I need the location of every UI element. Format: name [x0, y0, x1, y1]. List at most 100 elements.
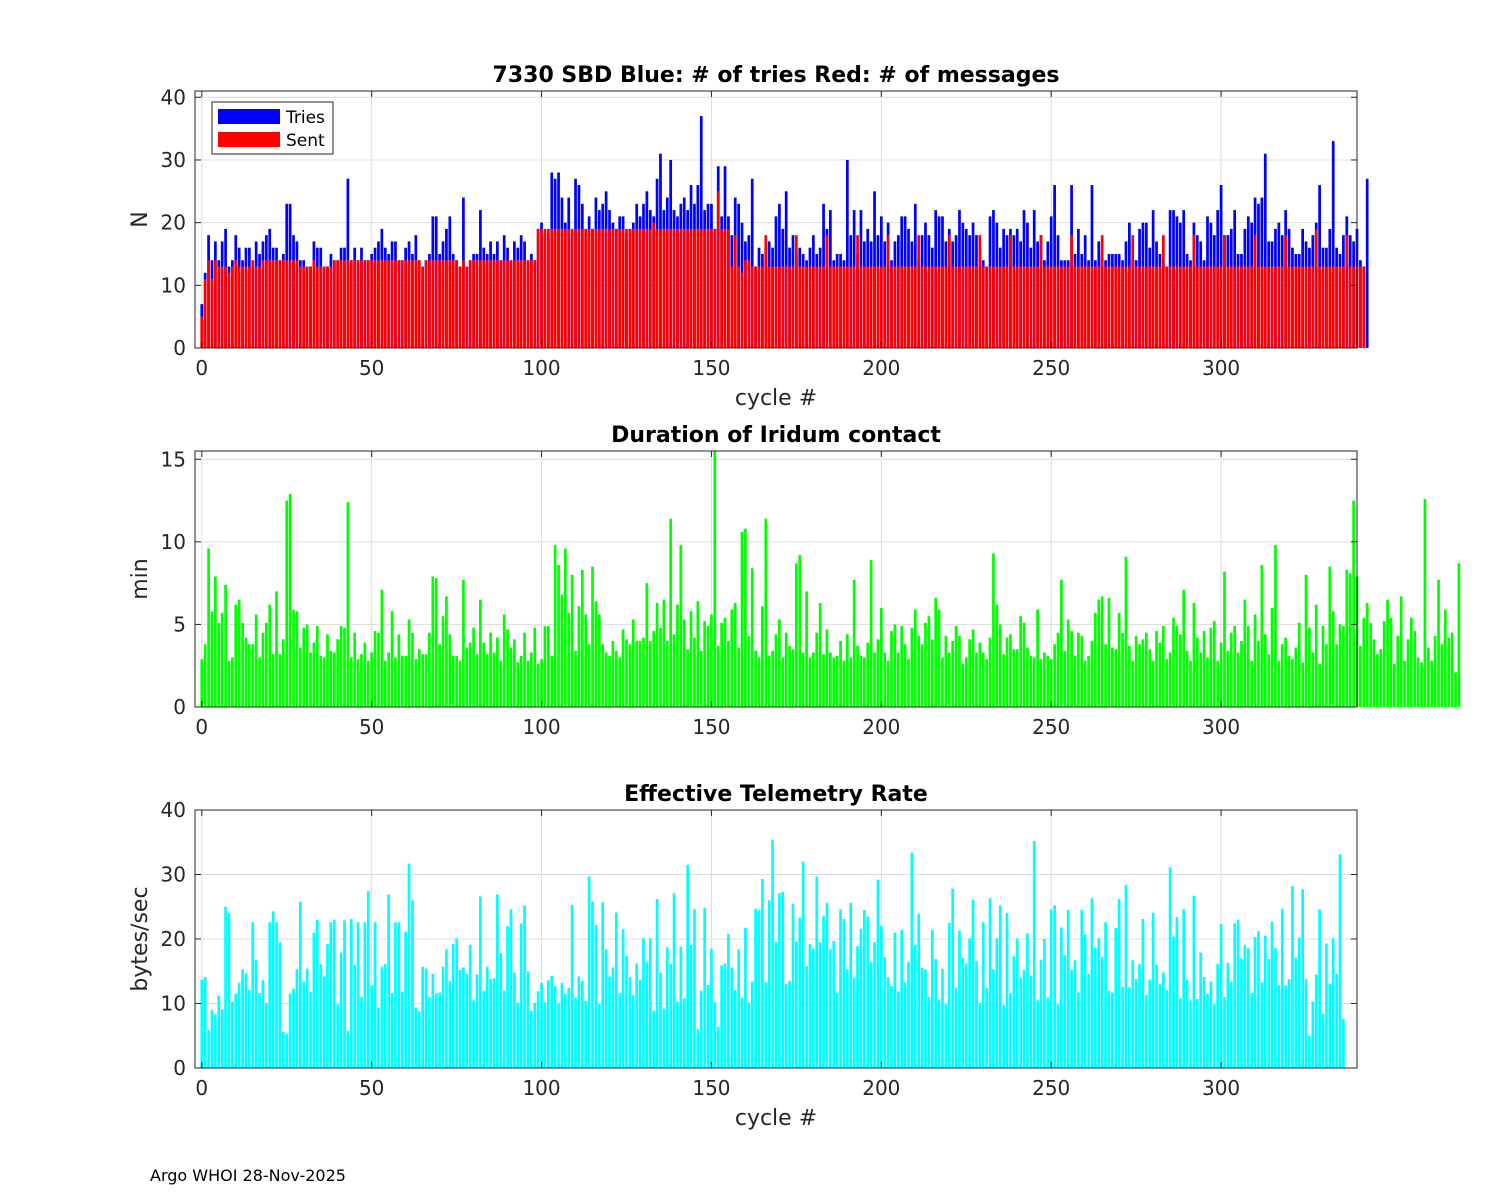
sent-bar [519, 260, 523, 348]
duration-bar [519, 655, 523, 707]
duration-bar [1433, 635, 1437, 707]
rate-bar [281, 1031, 285, 1068]
sent-bar [1070, 235, 1073, 348]
rate-bar [873, 942, 876, 1068]
duration-bar [1457, 563, 1461, 707]
sent-bar [727, 228, 730, 348]
sent-bar [275, 260, 278, 348]
rate-bar [207, 1029, 210, 1068]
sent-bar [1348, 266, 1352, 348]
rate-bar [767, 900, 771, 1068]
duration-bar [1243, 599, 1247, 707]
duration-bar [1019, 616, 1022, 707]
sent-bar [652, 222, 656, 348]
duration-bar [1026, 647, 1029, 707]
duration-bar [220, 612, 224, 707]
rate-bar [312, 932, 316, 1068]
rate-bar [244, 973, 248, 1068]
sent-bar [693, 228, 696, 348]
rate-bar [808, 944, 812, 1068]
duration-bar [329, 650, 333, 707]
rate-bar [689, 944, 693, 1068]
rate-bar [570, 904, 574, 1068]
sent-bar [801, 266, 805, 348]
duration-bar [1260, 564, 1264, 707]
duration-bar [621, 629, 625, 707]
sent-bar [635, 228, 639, 348]
rate-bar [1243, 944, 1247, 1068]
rate-bar [468, 944, 472, 1068]
duration-bar [1202, 631, 1206, 707]
rate-bar [1036, 1000, 1039, 1068]
sent-bar [441, 260, 445, 348]
rate-bar [577, 976, 581, 1068]
duration-bar [727, 640, 730, 707]
duration-bar [261, 632, 265, 707]
sent-bar [750, 266, 754, 348]
sent-bar [1212, 266, 1216, 348]
sent-bar [886, 235, 890, 348]
duration-bar [210, 611, 214, 707]
sent-bar [251, 260, 255, 348]
rate-bar [298, 901, 302, 1068]
rate-bar [676, 1001, 679, 1068]
sent-bar [1114, 266, 1118, 348]
sent-bar [1229, 266, 1233, 348]
rate-bar [360, 997, 363, 1068]
duration-bar [1005, 637, 1009, 707]
sent-bar [676, 228, 679, 348]
rate-bar [913, 944, 917, 1068]
duration-bar [244, 637, 248, 707]
x-tick-label: 250 [1032, 356, 1070, 380]
x-tick-label: 200 [862, 715, 900, 739]
y-tick-label: 10 [161, 530, 186, 554]
rate-bar [992, 969, 995, 1068]
y-tick-label: 0 [173, 336, 186, 360]
rate-bar [1250, 993, 1254, 1068]
rate-bar [1114, 928, 1118, 1068]
rate-bar [1097, 938, 1101, 1068]
duration-bar [584, 614, 588, 707]
duration-bar [730, 609, 734, 707]
duration-bar [1009, 634, 1012, 707]
duration-bar [1396, 635, 1400, 707]
duration-bar [360, 654, 363, 707]
rate-bar [550, 975, 554, 1068]
sent-bar [540, 228, 543, 348]
duration-bar [1124, 556, 1128, 707]
rate-bar [343, 920, 346, 1068]
sent-bar [614, 228, 618, 348]
sent-bar [462, 260, 465, 348]
duration-bar [523, 632, 526, 707]
rate-bar [506, 926, 509, 1068]
rate-bar [237, 982, 241, 1068]
duration-bar [322, 657, 326, 707]
duration-bar [1165, 659, 1169, 707]
duration-bar [1253, 614, 1257, 707]
sent-bar [1178, 266, 1182, 348]
sent-bar [346, 260, 350, 348]
rate-bar [655, 899, 659, 1068]
x-tick-label: 250 [1032, 715, 1070, 739]
rate-bar [356, 922, 360, 1068]
rate-bar [339, 952, 343, 1068]
duration-bar [458, 660, 462, 707]
rate-bar [845, 969, 849, 1068]
rate-bar [591, 901, 594, 1068]
duration-bar [720, 622, 723, 707]
sent-bar [601, 228, 605, 348]
sent-bar [472, 260, 475, 348]
y-tick-label: 40 [161, 85, 186, 109]
rate-bar [587, 876, 591, 1068]
rate-bar [214, 1014, 217, 1068]
duration-bar [890, 631, 893, 707]
duration-bar [1246, 626, 1250, 707]
sent-bar [944, 266, 948, 348]
rate-bar [1257, 931, 1260, 1068]
duration-bar [455, 655, 458, 707]
sent-bar [713, 228, 717, 348]
sent-bar [438, 260, 441, 348]
duration-bar [431, 576, 435, 707]
sent-bar [1328, 266, 1332, 348]
sent-bar [295, 260, 299, 348]
